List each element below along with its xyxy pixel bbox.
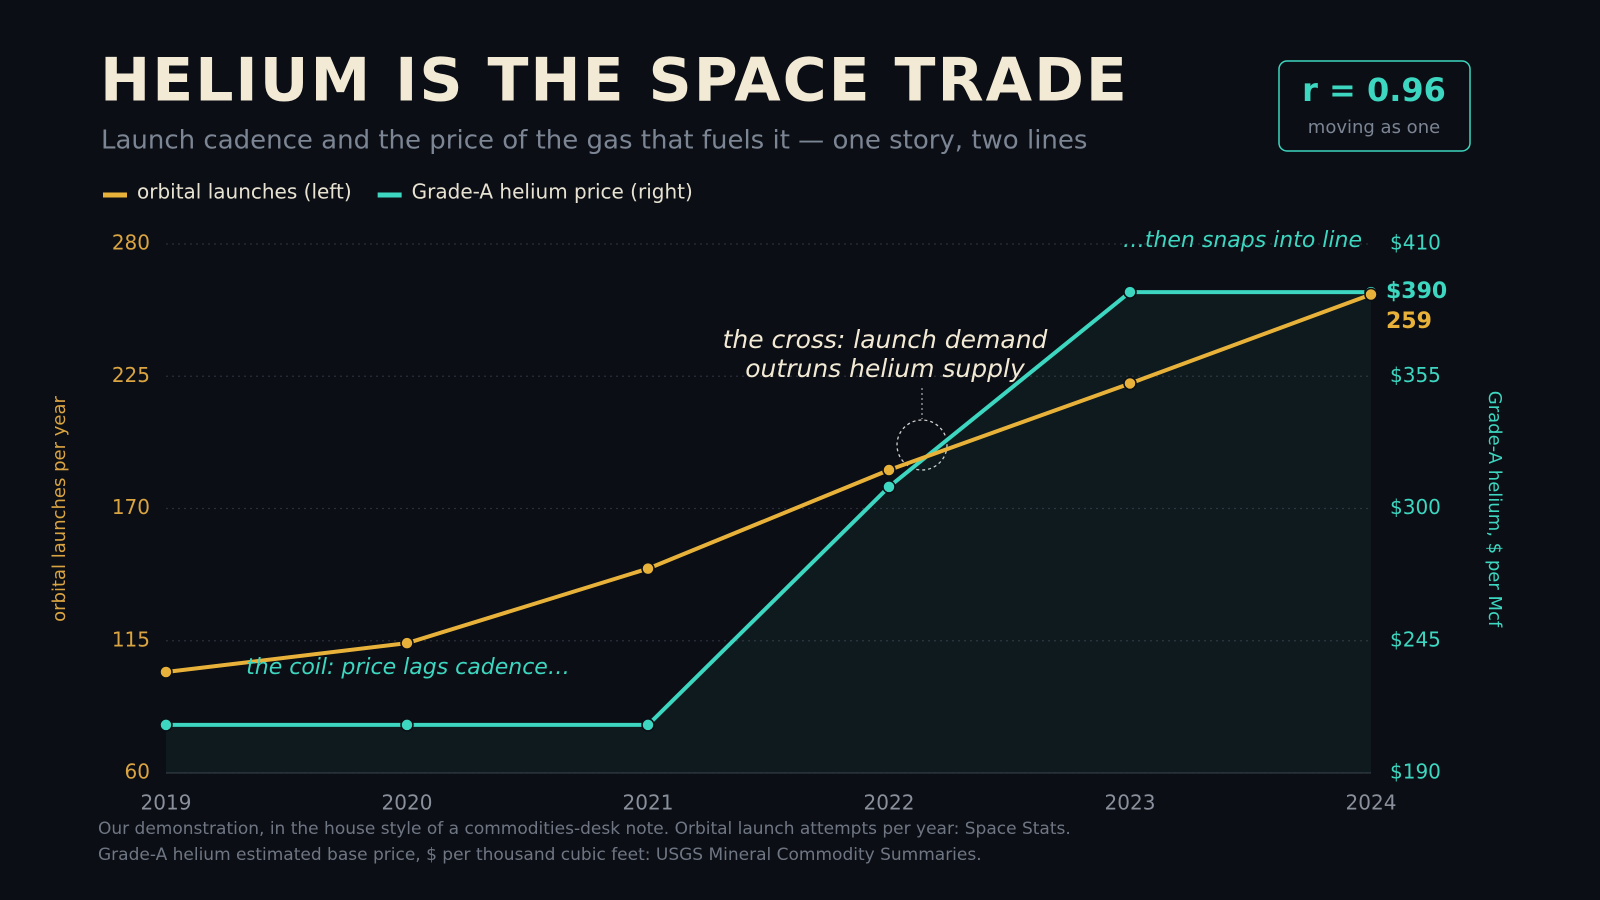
legend-label: orbital launches (left) [137, 180, 352, 204]
legend-label: Grade-A helium price (right) [412, 180, 693, 204]
x-tick-label: 2021 [623, 791, 674, 815]
data-point [1123, 285, 1137, 299]
chart-title: HELIUM IS THE SPACE TRADE [100, 46, 1129, 116]
chart-subtitle: Launch cadence and the price of the gas … [101, 126, 1087, 156]
badge-value: r = 0.96 [1302, 71, 1446, 109]
annotation: …then snaps into line [1123, 228, 1362, 253]
badge-box [1278, 60, 1471, 152]
annotation: the cross: launch demand [723, 325, 1048, 354]
y-tick-label: 225 [112, 363, 150, 387]
y2-tick-label: $355 [1390, 363, 1441, 387]
data-point [1364, 287, 1378, 302]
data-point [159, 718, 173, 732]
y2-tick-label: $410 [1390, 231, 1441, 255]
y-tick-label: 60 [125, 760, 150, 784]
x-tick-label: 2024 [1346, 791, 1397, 815]
y2-tick-label: $190 [1390, 760, 1441, 784]
data-point [159, 665, 173, 679]
y-tick-label: 170 [112, 495, 150, 519]
y-tick-label: 280 [112, 231, 150, 255]
end-label: $390 [1386, 279, 1447, 304]
y2-axis-label: Grade-A helium, $ per Mcf [1484, 391, 1505, 628]
annotation: the coil: price lags cadence… [246, 655, 570, 680]
data-point [400, 636, 414, 650]
data-point [641, 561, 655, 576]
x-tick-label: 2020 [382, 791, 433, 815]
badge-caption: moving as one [1308, 117, 1440, 138]
series-line [165, 292, 1372, 674]
data-point [882, 463, 896, 477]
data-point [882, 480, 896, 494]
data-point [641, 718, 655, 732]
y2-tick-label: $300 [1390, 495, 1441, 519]
data-point [400, 718, 414, 732]
x-tick-label: 2023 [1105, 791, 1156, 815]
series-line [166, 290, 1371, 727]
area [166, 292, 1371, 773]
footnote: Grade-A helium estimated base price, $ p… [98, 845, 982, 865]
footnote: Our demonstration, in the house style of… [98, 819, 1071, 839]
y2-tick-label: $245 [1390, 627, 1441, 651]
y-tick-label: 115 [112, 627, 150, 651]
x-tick-label: 2022 [864, 791, 915, 815]
y-axis-label: orbital launches per year [49, 396, 70, 622]
cross-marker [896, 419, 948, 471]
annotation: outruns helium supply [745, 354, 1026, 383]
end-label: 259 [1386, 309, 1432, 334]
data-point [1123, 376, 1137, 391]
x-tick-label: 2019 [141, 791, 192, 815]
